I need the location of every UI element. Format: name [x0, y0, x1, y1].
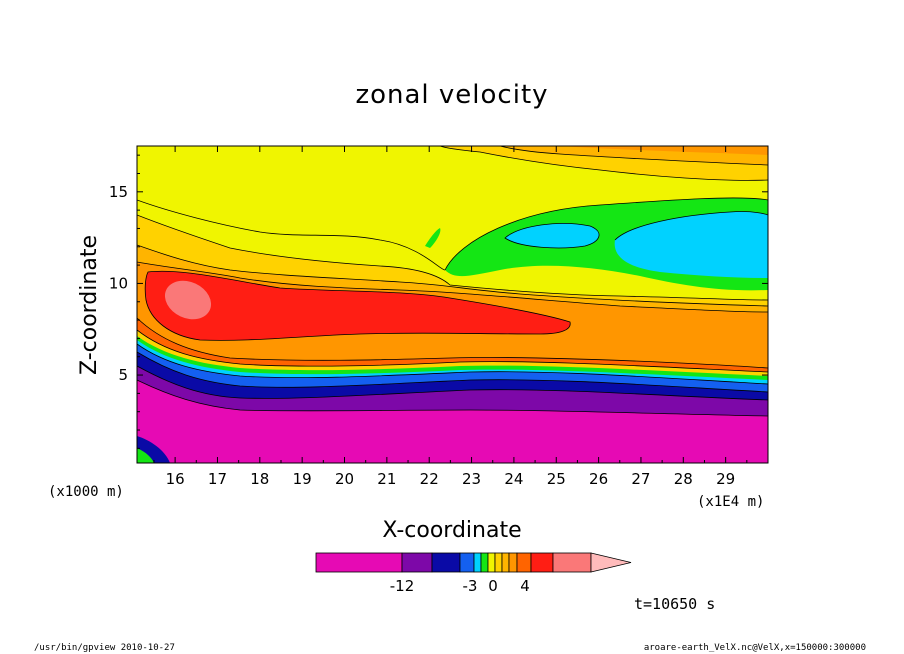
plot-frame: [136, 145, 769, 464]
x-tick-label: 21: [377, 470, 396, 488]
x-tick-label: 28: [674, 470, 693, 488]
time-label: t=10650 s: [634, 595, 715, 613]
y-tick-label: 5: [118, 366, 128, 384]
colorbar-tick-label: -3: [463, 577, 478, 595]
y-tick-label: 15: [109, 183, 128, 201]
contour-field: [137, 146, 768, 463]
colorbar-swatch: [431, 552, 461, 573]
x-tick-label: 25: [547, 470, 566, 488]
y-axis-label: Z-coordinate: [77, 235, 102, 375]
x-unit-label: (x1E4 m): [697, 494, 764, 510]
colorbar: [315, 552, 632, 573]
x-tick-label: 19: [293, 470, 312, 488]
colorbar-swatch: [315, 552, 403, 573]
colorbar-swatch: [494, 552, 503, 573]
x-tick-label: 18: [250, 470, 269, 488]
chart-title: zonal velocity: [355, 80, 548, 110]
x-axis: 16 17 18 19 20 21 22 23 24 25 26 27 28 29: [153, 146, 748, 488]
colorbar-tick-label: 4: [520, 577, 530, 595]
contour-lowerleft-green: [137, 448, 154, 463]
x-tick-label: 20: [335, 470, 354, 488]
contour-lines: [137, 146, 768, 417]
x-tick-label: 23: [462, 470, 481, 488]
colorbar-swatch: [487, 552, 496, 573]
contour-jet-core-red: [145, 271, 571, 341]
contour-cell-cyan-2: [614, 211, 768, 278]
footer-right: aroare-earth_VelX.nc@VelX,x=150000:30000…: [644, 643, 866, 653]
colorbar-swatch: [516, 552, 532, 573]
x-tick-label: 24: [504, 470, 523, 488]
x-tick-label: 26: [589, 470, 608, 488]
colorbar-tick-label: -12: [390, 577, 415, 595]
colorbar-tick-label: 0: [488, 577, 498, 595]
colorbar-swatch: [473, 552, 482, 573]
colorbar-swatch: [459, 552, 475, 573]
x-tick-label: 27: [631, 470, 650, 488]
x-tick-label: 29: [716, 470, 735, 488]
colorbar-swatch: [552, 552, 592, 573]
contour-island-mid-green: [425, 228, 441, 248]
colorbar-swatch: [501, 552, 510, 573]
x-axis-label: X-coordinate: [382, 518, 521, 543]
colorbar-swatch: [530, 552, 554, 573]
colorbar-ticks: -12 -3 0 4: [390, 577, 530, 595]
colorbar-swatch: [480, 552, 489, 573]
colorbar-swatch: [401, 552, 433, 573]
x-tick-label: 22: [420, 470, 439, 488]
colorbar-swatch: [508, 552, 518, 573]
contour-cell-cyan-1: [505, 223, 600, 248]
contour-band-magenta: [137, 380, 768, 463]
y-unit-label: (x1000 m): [48, 484, 124, 500]
contour-band-top-orange: [560, 146, 768, 155]
colorbar-extend-arrow: [590, 552, 632, 573]
x-tick-label: 17: [208, 470, 227, 488]
contour-jet-max-pink: [164, 280, 212, 320]
y-tick-label: 10: [109, 274, 128, 292]
footer-left: /usr/bin/gpview 2010-10-27: [34, 643, 175, 653]
x-tick-label: 16: [166, 470, 185, 488]
y-axis: 5 10 15: [109, 154, 768, 449]
